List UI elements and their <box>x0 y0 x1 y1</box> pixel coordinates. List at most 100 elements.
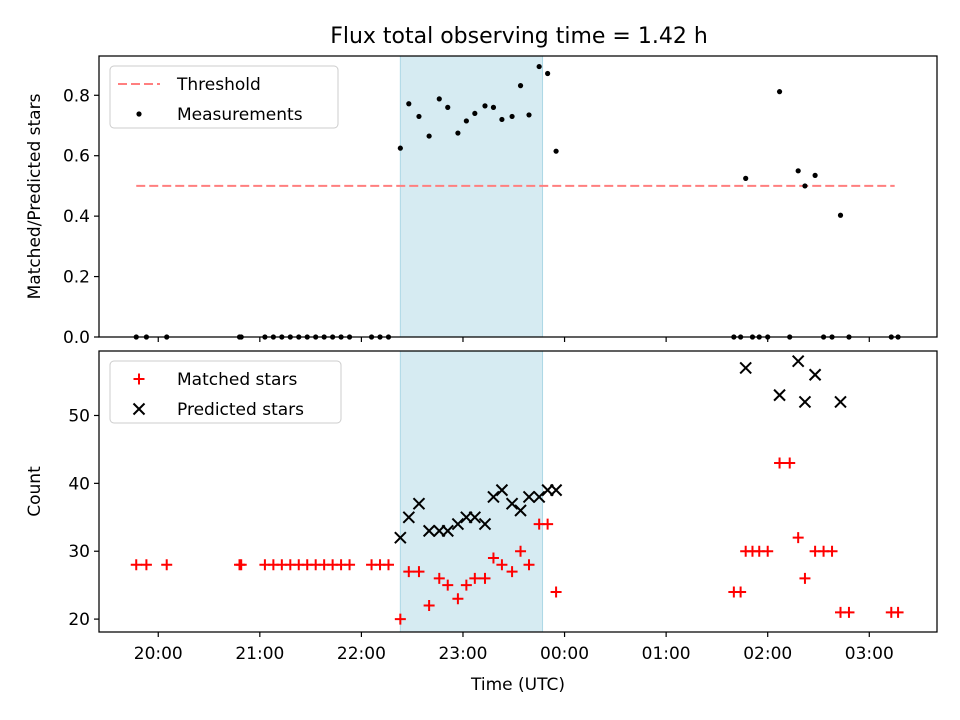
matched-stars-point <box>515 545 527 557</box>
legend-box <box>109 65 339 129</box>
y-tick-label: 0.6 <box>63 147 90 167</box>
predicted-stars-point <box>505 497 519 510</box>
legend-marker <box>133 373 145 385</box>
matched-stars-point <box>394 613 406 625</box>
measurements-point <box>776 89 783 95</box>
predicted-stars-point <box>441 524 454 538</box>
measurements-point <box>406 101 412 107</box>
y-tick-label: 0.0 <box>63 328 90 348</box>
axes-frame <box>98 350 938 633</box>
measurements-point <box>397 145 403 151</box>
measurements-point <box>509 113 515 120</box>
predicted-stars-point <box>478 517 492 531</box>
matched-stars-point <box>469 572 481 584</box>
matched-stars-point <box>799 572 811 584</box>
y-axis-label: Count <box>25 466 45 517</box>
matched-stars-point <box>843 606 855 618</box>
x-tick-label: 02:00 <box>743 644 792 664</box>
matched-stars-point <box>506 566 518 578</box>
measurements-point <box>743 175 749 181</box>
matched-stars-point <box>460 579 472 591</box>
predicted-stars-point <box>532 490 546 504</box>
matched-stars-point <box>433 572 445 584</box>
measurements-point <box>482 103 488 109</box>
measurements-point <box>455 130 461 136</box>
predicted-stars-point <box>487 490 500 504</box>
matched-stars-point <box>423 600 435 612</box>
legend-label: Predicted stars <box>177 400 304 420</box>
matched-stars-point <box>382 559 394 571</box>
y-tick-label: 20 <box>68 610 90 630</box>
predicted-stars-point <box>791 354 805 368</box>
matched-stars-point <box>735 586 747 598</box>
predicted-stars-point <box>808 368 822 381</box>
measurements-point <box>436 96 442 102</box>
observing-window-span <box>399 350 544 633</box>
x-tick-label: 23:00 <box>438 644 487 664</box>
legend-box <box>109 360 342 424</box>
matched-stars-point <box>762 545 774 557</box>
predicted-stars-point <box>468 511 482 524</box>
measurements-point <box>553 148 559 154</box>
matched-stars-point <box>452 593 464 605</box>
legend-label: Matched stars <box>177 370 297 390</box>
y-tick-label: 40 <box>68 474 90 494</box>
y-tick-label: 30 <box>68 542 90 562</box>
matched-stars-point <box>550 586 562 598</box>
y-tick-label: 0.8 <box>63 86 90 106</box>
matched-stars-point <box>784 457 796 469</box>
y-axis-label: Matched/Predicted stars <box>25 93 45 299</box>
measurements-point <box>426 133 432 139</box>
measurements-point <box>795 168 801 174</box>
predicted-stars-point <box>402 511 416 524</box>
predicted-stars-point <box>514 504 527 517</box>
x-tick-label: 01:00 <box>642 644 691 664</box>
measurements-point <box>490 104 497 110</box>
measurements-point <box>499 116 505 123</box>
measurements-point <box>802 183 808 189</box>
measurements-point <box>812 172 818 178</box>
matched-stars-point <box>403 566 415 578</box>
bottom-panel: 20 30 40 50 20:00 21:00 22:00 23:00 00:00 01:00 02… <box>25 350 938 695</box>
measurements-point <box>545 70 551 77</box>
matched-stars-point <box>442 579 454 591</box>
predicted-stars-point <box>773 388 786 402</box>
x-tick-label: 22:00 <box>337 644 386 664</box>
top-panel: 0.0 0.2 0.4 0.6 0.8 Matched/Predicted stars Th… <box>25 55 938 348</box>
measurements-point <box>837 212 844 218</box>
matched-stars-point <box>542 518 554 530</box>
legend-marker <box>132 402 146 416</box>
x-tick-label: 00:00 <box>540 644 589 664</box>
matched-stars-point <box>523 559 535 571</box>
measurements-point <box>526 112 532 118</box>
predicted-stars-point <box>451 517 465 531</box>
measurements-point <box>463 118 469 124</box>
measurements-point <box>472 110 478 117</box>
x-tick-label: 20:00 <box>134 644 183 664</box>
y-tick-label: 0.4 <box>63 207 90 227</box>
matched-stars-point <box>344 559 356 571</box>
predicted-stars-point <box>549 483 563 497</box>
x-axis-label: Time (UTC) <box>470 675 565 695</box>
matched-stars-point <box>161 559 173 571</box>
measurements-point <box>445 104 451 110</box>
legend-label: Threshold <box>176 75 261 95</box>
predicted-stars-point <box>798 395 812 409</box>
predicted-stars-point <box>739 361 752 375</box>
predicted-stars-point <box>394 531 407 544</box>
legend-marker <box>136 111 142 117</box>
measurements-point <box>416 113 422 120</box>
matched-stars-point <box>130 559 142 571</box>
x-tick-label: 03:00 <box>845 644 894 664</box>
predicted-stars-point <box>422 524 436 538</box>
axes-frame <box>98 55 938 338</box>
matched-stars-point <box>892 606 904 618</box>
matched-stars-point <box>487 552 499 564</box>
predicted-stars-point <box>522 490 536 504</box>
predicted-stars-point <box>495 483 509 497</box>
matched-stars-point <box>479 572 491 584</box>
matched-stars-point <box>792 532 804 544</box>
matched-stars-point <box>774 457 786 469</box>
x-tick-label: 21:00 <box>235 644 284 664</box>
